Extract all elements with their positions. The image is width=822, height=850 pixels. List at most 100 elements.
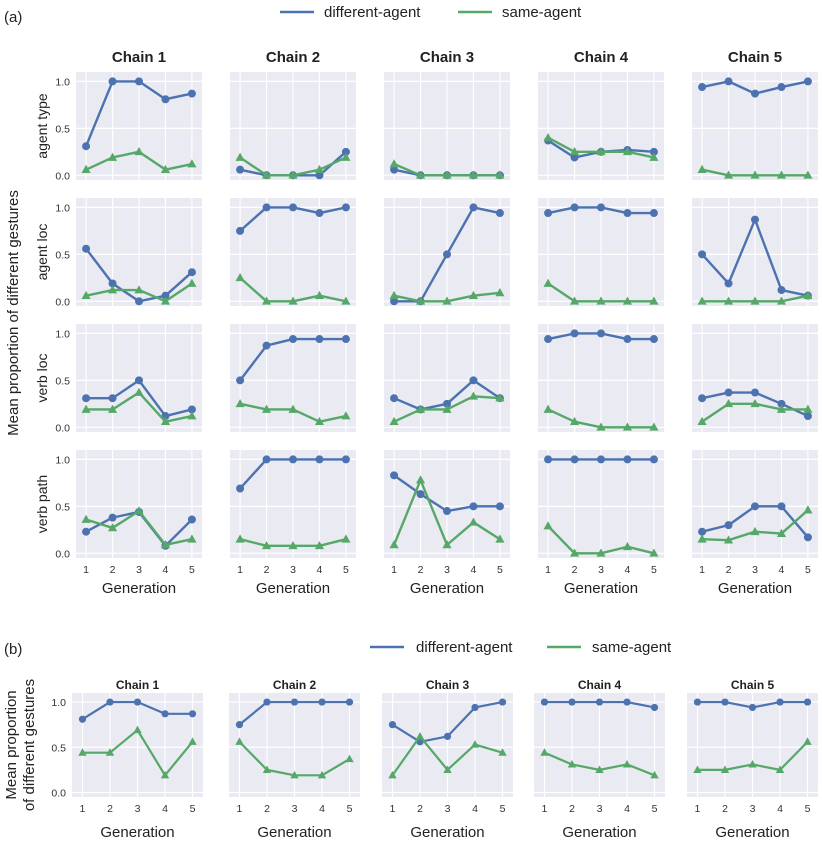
different-agent-point xyxy=(570,203,579,212)
same-agent-point xyxy=(415,296,426,305)
same-agent-point xyxy=(81,164,91,174)
same-agent-point xyxy=(160,416,171,426)
same-agent-point xyxy=(540,748,549,756)
subplot xyxy=(384,324,510,432)
panel-b-letter: (b) xyxy=(4,641,22,658)
y-tick-label: 0.0 xyxy=(55,170,70,182)
different-agent-point xyxy=(341,147,350,156)
same-agent-point xyxy=(134,147,144,156)
different-agent-point xyxy=(236,376,245,385)
different-agent-point xyxy=(623,209,632,218)
same-agent-point xyxy=(389,290,399,300)
x-tick-label: 3 xyxy=(290,564,296,576)
y-tick-label: 0.5 xyxy=(55,375,70,387)
different-agent-point xyxy=(236,484,245,493)
different-agent-point xyxy=(724,388,733,397)
different-agent-point xyxy=(341,203,350,212)
y-tick-label: 0.0 xyxy=(55,548,70,560)
x-axis-label: Generation xyxy=(715,824,789,841)
different-agent-point xyxy=(108,77,117,86)
different-agent-point xyxy=(161,291,170,300)
same-agent-point xyxy=(596,296,606,305)
same-agent-point xyxy=(288,404,298,413)
different-agent-point xyxy=(803,698,812,706)
same-agent-point xyxy=(317,770,327,779)
same-agent-point xyxy=(262,765,272,773)
same-agent-point xyxy=(389,159,399,168)
same-agent-point xyxy=(649,152,659,161)
x-tick-label: 5 xyxy=(805,564,811,576)
different-agent-point xyxy=(390,394,399,403)
same-agent-point xyxy=(543,278,553,287)
subplot xyxy=(692,450,818,558)
same-agent-point xyxy=(468,391,479,400)
different-agent-point xyxy=(262,203,271,212)
y-tick-label: 0.5 xyxy=(55,501,70,513)
different-agent-point xyxy=(443,507,451,516)
subplot xyxy=(538,324,664,432)
x-tick-label: 5 xyxy=(497,564,503,576)
x-tick-label: 4 xyxy=(317,564,323,576)
chain-title: Chain 2 xyxy=(273,678,317,692)
x-tick-label: 5 xyxy=(347,803,353,815)
x-tick-label: 2 xyxy=(264,564,270,576)
x-tick-label: 4 xyxy=(625,564,631,576)
same-agent-point xyxy=(468,170,479,179)
different-agent-point xyxy=(597,203,605,212)
x-axis-label: Generation xyxy=(718,580,792,597)
same-agent-point xyxy=(622,541,633,551)
subplot xyxy=(538,198,664,306)
same-agent-point xyxy=(468,290,479,300)
different-agent-point xyxy=(416,490,425,499)
same-agent-point xyxy=(750,170,760,179)
different-agent-point xyxy=(390,471,399,480)
legend-same-agent-label: same-agent xyxy=(592,639,672,656)
y-axis-label: Mean proportion of different gestures xyxy=(5,190,22,436)
subplot xyxy=(229,693,360,797)
x-tick-label: 4 xyxy=(471,564,477,576)
same-agent-point xyxy=(235,534,245,543)
x-tick-label: 3 xyxy=(750,803,756,815)
legend-different-agent-label: different-agent xyxy=(324,4,421,21)
same-agent-point xyxy=(495,288,505,297)
x-axis-label: Generation xyxy=(410,580,484,597)
different-agent-point xyxy=(187,405,196,414)
same-agent-point xyxy=(803,170,813,179)
same-agent-point xyxy=(345,754,354,763)
different-agent-point xyxy=(751,502,759,511)
same-agent-point xyxy=(649,296,659,305)
different-agent-point xyxy=(341,455,350,464)
x-tick-label: 1 xyxy=(80,803,86,815)
different-agent-point xyxy=(108,279,117,288)
x-tick-label: 1 xyxy=(545,564,551,576)
different-agent-point xyxy=(568,698,576,706)
same-agent-point xyxy=(567,760,577,768)
different-agent-point xyxy=(315,455,324,464)
same-agent-point xyxy=(415,732,425,740)
same-agent-point xyxy=(389,416,399,426)
x-axis-label: Generation xyxy=(102,580,176,597)
different-agent-point xyxy=(803,533,812,542)
same-agent-point xyxy=(596,548,606,557)
same-agent-point xyxy=(622,296,633,305)
different-agent-point xyxy=(78,715,87,723)
same-agent-point xyxy=(776,528,787,537)
same-agent-point xyxy=(134,506,144,515)
different-agent-point xyxy=(570,329,579,338)
x-tick-label: 3 xyxy=(292,803,298,815)
different-agent-point xyxy=(724,279,733,288)
different-agent-point xyxy=(82,244,91,253)
same-agent-point xyxy=(415,475,426,484)
different-agent-point xyxy=(803,77,812,86)
same-agent-point xyxy=(720,765,730,773)
different-agent-point xyxy=(235,721,244,729)
same-agent-point xyxy=(803,505,813,514)
same-agent-point xyxy=(776,404,787,413)
same-agent-point xyxy=(415,404,426,413)
same-agent-point xyxy=(569,296,580,305)
different-agent-point xyxy=(698,83,707,92)
x-tick-label: 3 xyxy=(598,564,604,576)
different-agent-point xyxy=(595,698,604,706)
subplot xyxy=(72,693,203,797)
different-agent-point xyxy=(570,455,579,464)
